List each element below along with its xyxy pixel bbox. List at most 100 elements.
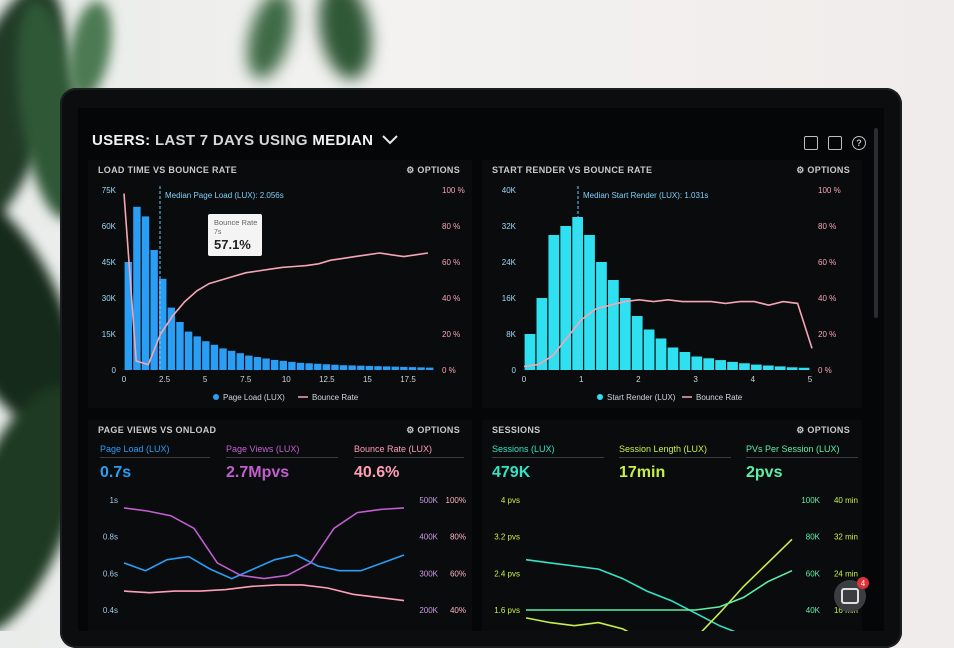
y-left-tick: 75K xyxy=(102,186,117,195)
panel-title: SESSIONS xyxy=(492,425,541,435)
bar xyxy=(643,329,655,370)
top-toolbar: ? xyxy=(804,136,866,150)
chevron-down-icon[interactable] xyxy=(382,135,398,145)
bar xyxy=(417,367,425,370)
x-tick: 5 xyxy=(808,375,813,384)
bar xyxy=(314,363,322,370)
y-right-tick: 40% xyxy=(450,606,466,615)
series-line xyxy=(123,554,405,580)
bar xyxy=(270,359,279,370)
bar xyxy=(374,366,382,370)
legend-dot xyxy=(213,394,219,400)
bar xyxy=(391,366,399,370)
bar xyxy=(382,366,391,370)
y-right-tick: 80 % xyxy=(818,222,836,231)
bar xyxy=(305,363,313,370)
bar xyxy=(786,367,798,370)
series-line xyxy=(525,558,736,631)
y-mid-tick: 40K xyxy=(806,606,821,615)
metric-pvs-per-session[interactable]: PVs Per Session (LUX) 2pvs xyxy=(746,444,858,482)
y-left-tick: 8K xyxy=(506,330,516,339)
y-left-tick: 3.2 pvs xyxy=(494,533,520,542)
bar xyxy=(762,365,774,370)
start-render-chart: 40K 100 % 32K 80 % 24K 60 % 16K 40 % 8K 20 % 0 0 % 0… xyxy=(502,186,841,402)
bar xyxy=(202,341,210,370)
bar xyxy=(667,347,679,370)
bar xyxy=(608,280,619,370)
bar xyxy=(236,353,244,370)
bar xyxy=(400,366,408,370)
bar xyxy=(322,364,331,370)
legend-item: Bounce Rate xyxy=(696,393,743,402)
chart-icon[interactable] xyxy=(828,136,842,150)
y-right-tick: 0 % xyxy=(442,366,456,375)
x-tick: 5 xyxy=(203,375,208,384)
bounce-rate-line xyxy=(523,298,813,368)
y-right-tick: 32 min xyxy=(834,533,858,542)
metric-bounce-rate[interactable]: Bounce Rate (LUX) 40.6% xyxy=(354,444,464,482)
bar xyxy=(584,235,595,370)
sessions-chart: 4 pvs 100K 40 min 3.2 pvs 80K 32 min 2.4 pvs 60… xyxy=(494,496,858,631)
y-mid-tick: 400K xyxy=(419,533,438,542)
y-right-tick: 40 min xyxy=(834,496,858,505)
bar xyxy=(798,367,810,370)
bar xyxy=(193,336,201,370)
y-mid-tick: 60K xyxy=(806,569,821,578)
tooltip-value: 57.1% xyxy=(214,237,251,252)
x-tick: 0 xyxy=(122,375,127,384)
bar xyxy=(715,360,726,370)
panel-title: PAGE VIEWS VS ONLOAD xyxy=(98,425,217,435)
bar xyxy=(150,250,158,370)
metric-session-length[interactable]: Session Length (LUX) 17min xyxy=(619,444,731,482)
bar xyxy=(727,361,738,370)
legend-item: Bounce Rate xyxy=(312,393,359,402)
y-left-tick: 45K xyxy=(102,258,117,267)
y-right-tick: 20 % xyxy=(818,330,836,339)
x-tick: 17.5 xyxy=(400,375,416,384)
panel-load-time: LOAD TIME VS BOUNCE RATE ⚙ OPTIONS 75K 10… xyxy=(88,160,472,408)
bar xyxy=(262,358,270,370)
y-left-tick: 60K xyxy=(102,222,117,231)
bar xyxy=(536,298,548,370)
bar xyxy=(167,307,176,370)
dashboard-title[interactable]: USERS: LAST 7 DAYS USING MEDIAN xyxy=(92,132,398,149)
options-button[interactable]: ⚙ OPTIONS xyxy=(796,165,850,175)
bar xyxy=(210,344,219,370)
options-button[interactable]: ⚙ OPTIONS xyxy=(406,425,460,435)
bar xyxy=(703,358,715,370)
x-tick: 2.5 xyxy=(159,375,171,384)
y-right-tick: 24 min xyxy=(834,569,858,578)
panel-title: LOAD TIME VS BOUNCE RATE xyxy=(98,165,238,175)
monitor-icon[interactable] xyxy=(804,136,818,150)
metric-sessions[interactable]: Sessions (LUX) 479K xyxy=(492,444,604,482)
y-right-tick: 80% xyxy=(450,533,466,542)
metric-page-views[interactable]: Page Views (LUX) 2.7Mpvs xyxy=(226,444,338,482)
y-right-tick: 60 % xyxy=(818,258,836,267)
median-label: Median Page Load (LUX): 2.056s xyxy=(165,191,284,200)
background-leaf-top-2 xyxy=(311,0,379,84)
options-button[interactable]: ⚙ OPTIONS xyxy=(796,425,850,435)
tooltip-box xyxy=(208,214,262,256)
y-left-tick: 0.8s xyxy=(103,533,118,542)
chat-icon xyxy=(841,588,859,604)
bar xyxy=(253,357,262,370)
tooltip-sub: 7s xyxy=(214,229,222,236)
help-icon[interactable]: ? xyxy=(852,136,866,150)
y-right-tick: 0 % xyxy=(818,366,832,375)
y-left-tick: 15K xyxy=(102,330,117,339)
y-left-tick: 40K xyxy=(502,186,517,195)
scrollbar[interactable] xyxy=(874,128,878,318)
metric-page-load[interactable]: Page Load (LUX) 0.7s xyxy=(100,444,210,482)
load-time-chart: 75K 100 % 60K 80 % 45K 60 % 30K 40 % 15K 20 % 0 0 %… xyxy=(102,186,465,402)
bar xyxy=(176,322,184,370)
y-left-tick: 1s xyxy=(110,496,118,505)
panel-sessions: SESSIONS ⚙ OPTIONS Sessions (LUX) 479K S… xyxy=(482,420,862,631)
bar xyxy=(596,262,607,370)
x-tick: 1 xyxy=(579,375,584,384)
y-left-tick: 4 pvs xyxy=(501,496,520,505)
options-button[interactable]: ⚙ OPTIONS xyxy=(406,165,460,175)
y-left-tick: 2.4 pvs xyxy=(494,569,520,578)
series-line xyxy=(525,538,793,631)
y-right-tick: 40 % xyxy=(818,294,836,303)
y-right-tick: 80 % xyxy=(442,222,460,231)
